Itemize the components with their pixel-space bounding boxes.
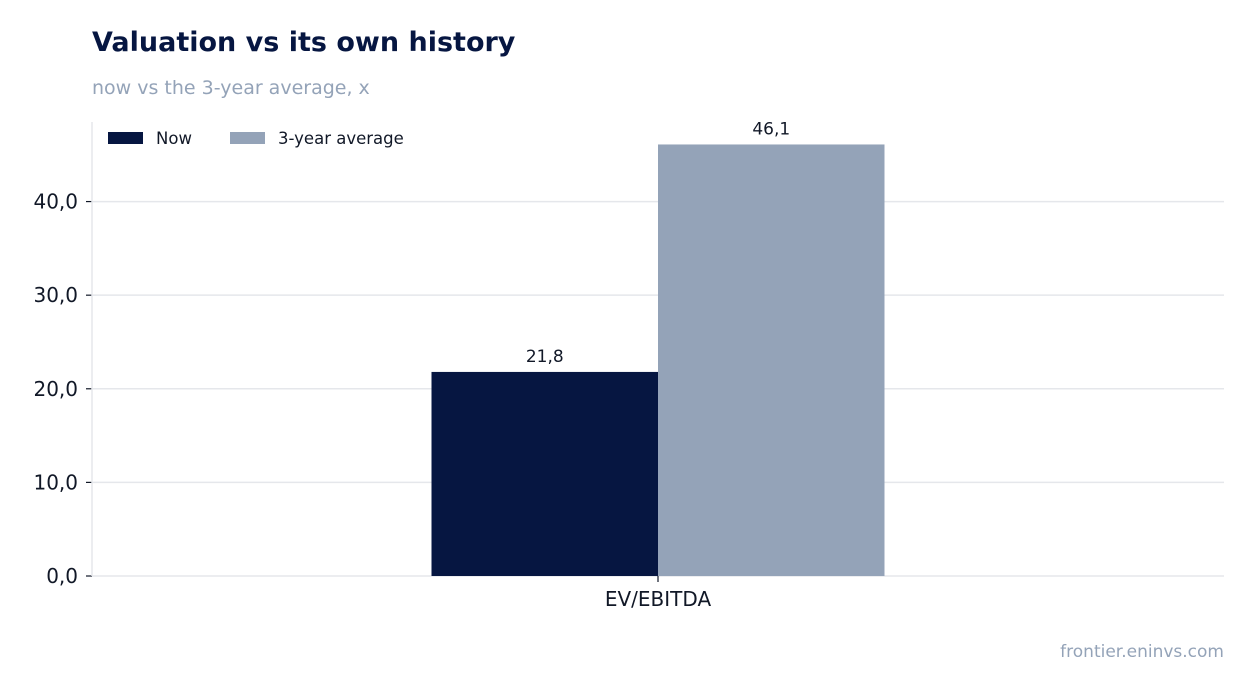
y-tick-label: 30,0 [33,283,78,307]
source-footer: frontier.eninvs.com [1060,642,1224,662]
labels: 0,0 10,0 20,0 30,0 40,0 21,8 46,1 EV/EBITDA [33,119,790,611]
legend: Now 3-year average [108,129,404,148]
y-tick-label: 20,0 [33,377,78,401]
chart-subtitle: now vs the 3-year average, x [92,77,370,99]
bars [431,144,885,576]
legend-label: 3-year average [278,129,404,148]
legend-label: Now [156,129,192,148]
y-tick-label: 0,0 [46,564,78,588]
x-tick-label: EV/EBITDA [605,587,712,611]
y-tick-label: 10,0 [33,470,78,494]
legend-swatch [230,132,265,144]
y-tick-label: 40,0 [33,190,78,214]
data-label: 46,1 [752,119,790,139]
legend-swatch [108,132,143,144]
data-label: 21,8 [526,347,564,367]
axes [86,122,659,582]
bar [431,371,658,576]
bar [658,144,885,576]
chart-title: Valuation vs its own history [92,27,516,58]
